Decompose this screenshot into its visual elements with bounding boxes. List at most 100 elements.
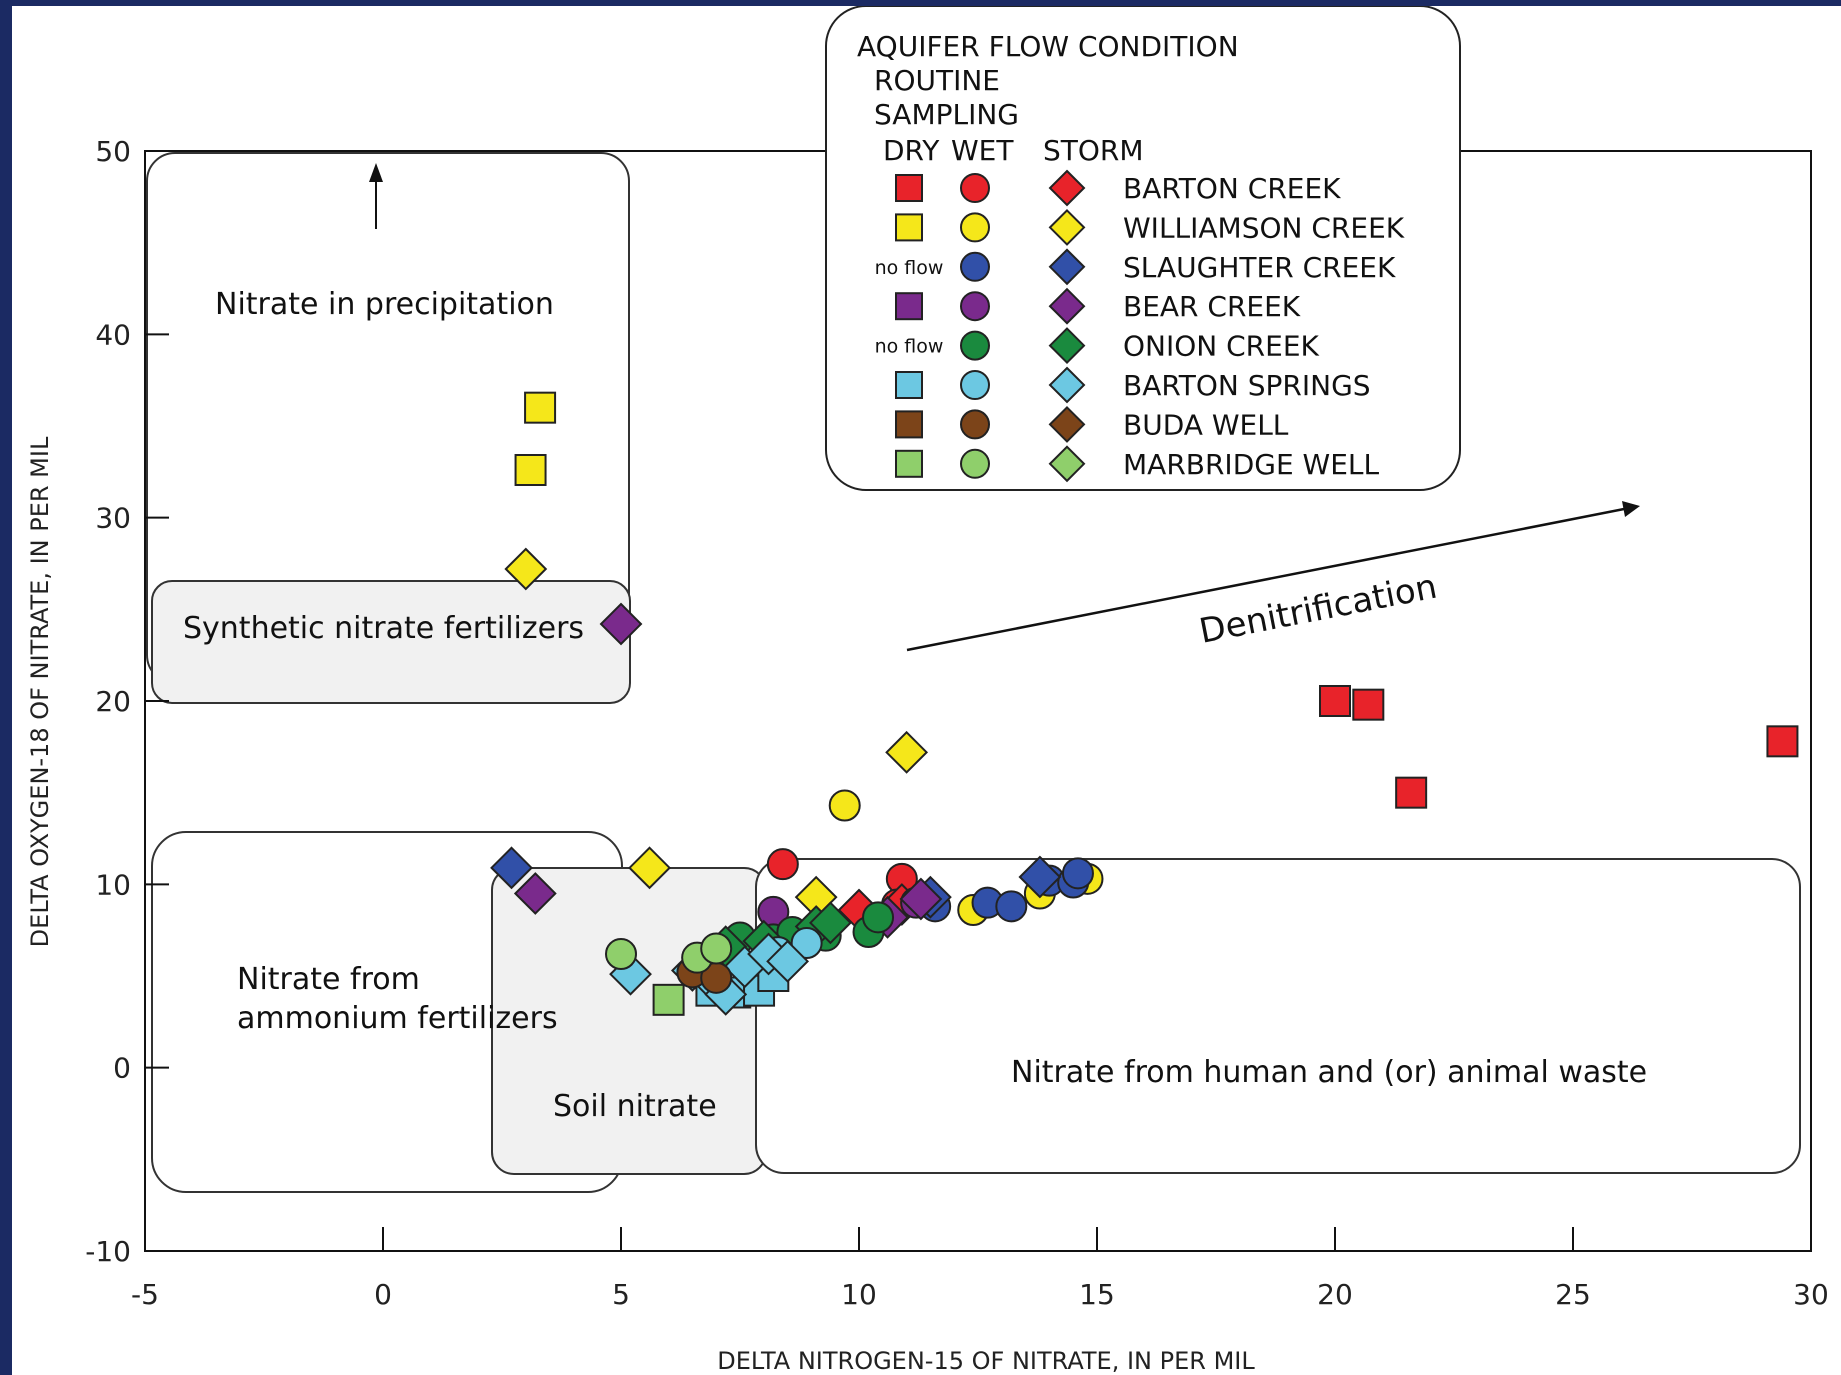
legend: AQUIFER FLOW CONDITION ROUTINE SAMPLING … (825, 6, 1461, 491)
legend-williamson-creek-label: WILLIAMSON CREEK (1123, 211, 1405, 244)
x-tick-label: 5 (612, 1278, 630, 1311)
legend-barton-creek-label: BARTON CREEK (1123, 172, 1341, 205)
bear-creek-storm-point (599, 602, 643, 646)
williamson-creek-storm-point (504, 547, 548, 591)
legend-bear-creek-dry (895, 292, 923, 321)
marbridge-well-wet-point (605, 938, 637, 970)
x-tick-label: 10 (841, 1278, 877, 1311)
legend-col-storm: STORM (1043, 134, 1144, 167)
legend-buda-well-storm (1048, 405, 1086, 443)
legend-marbridge-well-storm (1048, 445, 1086, 483)
region-synthetic (151, 580, 631, 704)
onion-creek-storm-point (809, 901, 852, 945)
legend-box (825, 6, 1461, 491)
legend-title: AQUIFER FLOW CONDITION (857, 30, 1239, 63)
y-tick-label: 0 (113, 1052, 131, 1085)
x-tick-label: 30 (1793, 1278, 1829, 1311)
precipitation-arrow-head (369, 163, 383, 182)
x-tick-label: -5 (131, 1278, 159, 1311)
denitrification-arrow (906, 507, 1625, 652)
legend-barton-creek-dry (895, 174, 923, 202)
legend-onion-creek-wet (960, 330, 990, 361)
slaughter-creek-wet-point (1061, 857, 1094, 890)
legend-routine: ROUTINE (874, 64, 1000, 97)
legend-marbridge-well-wet (960, 448, 990, 479)
legend-bear-creek-label: BEAR CREEK (1123, 290, 1301, 323)
legend-marbridge-well-dry (895, 449, 923, 478)
barton-creek-dry-point (1352, 688, 1385, 721)
y-tick-label: 30 (95, 502, 131, 535)
williamson-creek-storm-point (628, 846, 671, 890)
legend-no-flow: no flow (875, 257, 944, 279)
barton-creek-dry-point (1319, 685, 1351, 717)
williamson-creek-storm-point (885, 730, 929, 774)
y-tick-label: 10 (95, 868, 131, 901)
legend-buda-well-label: BUDA WELL (1123, 408, 1289, 441)
x-tick-label: 25 (1555, 1278, 1591, 1311)
onion-creek-wet-point (862, 901, 895, 934)
slaughter-creek-storm-point (1018, 855, 1062, 899)
barton-springs-storm-point (766, 939, 810, 983)
legend-barton-springs-label: BARTON SPRINGS (1123, 369, 1371, 402)
legend-barton-springs-dry (895, 371, 923, 399)
label-precipitation: Nitrate in precipitation (215, 287, 554, 322)
legend-slaughter-creek-label: SLAUGHTER CREEK (1123, 251, 1396, 284)
y-tick-label: 20 (95, 685, 131, 718)
y-tick-label: 40 (95, 318, 131, 351)
legend-bear-creek-storm (1048, 287, 1086, 325)
legend-rows: BARTON CREEK WILLIAMSON CREEK no flow SLAUG… (875, 169, 1405, 483)
y-tick-label: -10 (85, 1235, 131, 1268)
y-axis-label: DELTA OXYGEN-18 OF NITRATE, IN PER MIL (26, 436, 54, 947)
denitrification-arrow-head (1622, 501, 1640, 517)
bear-creek-storm-point (513, 872, 557, 915)
williamson-creek-dry-point (514, 454, 547, 486)
x-tick-label: 15 (1079, 1278, 1115, 1311)
legend-williamson-creek-dry (895, 213, 923, 242)
legend-williamson-creek-storm (1048, 208, 1086, 246)
x-axis: -5 0 5 10 15 20 25 30 (131, 1227, 1829, 1311)
label-synthetic: Synthetic nitrate fertilizers (183, 611, 584, 646)
williamson-creek-dry-point (524, 391, 557, 424)
legend-barton-creek-storm (1048, 169, 1086, 207)
barton-creek-wet-point (766, 848, 799, 881)
marbridge-well-dry-point (652, 983, 685, 1016)
barton-creek-dry-point (1395, 776, 1428, 809)
legend-marbridge-well-label: MARBRIDGE WELL (1123, 448, 1380, 481)
chart-canvas: Nitrate in precipitation Synthetic nitra… (12, 6, 1841, 1375)
y-tick-label: 50 (95, 135, 131, 168)
legend-barton-creek-wet (960, 173, 990, 203)
legend-slaughter-creek-storm (1048, 248, 1086, 286)
legend-barton-springs-wet (960, 370, 990, 400)
slaughter-creek-storm-point (490, 846, 533, 890)
legend-sampling: SAMPLING (874, 98, 1019, 131)
x-tick-label: 0 (374, 1278, 392, 1311)
x-axis-label: DELTA NITROGEN-15 OF NITRATE, IN PER MIL (717, 1347, 1255, 1375)
x-tick-label: 20 (1317, 1278, 1353, 1311)
marbridge-well-wet-point (700, 932, 733, 965)
y-axis: -10 0 10 20 30 40 50 (85, 135, 169, 1268)
scatter-chart: Nitrate in precipitation Synthetic nitra… (26, 6, 1829, 1375)
label-waste: Nitrate from human and (or) animal waste (1011, 1055, 1647, 1090)
data-points (490, 391, 1799, 1016)
barton-springs-wet-point (790, 927, 823, 959)
legend-buda-well-wet (960, 409, 990, 440)
label-soil: Soil nitrate (553, 1089, 717, 1124)
legend-williamson-creek-wet (960, 212, 990, 243)
legend-no-flow: no flow (875, 336, 944, 358)
label-ammonium-1: Nitrate from (237, 962, 420, 997)
label-denitrification: Denitrification (1196, 567, 1440, 652)
williamson-creek-wet-point (828, 789, 861, 822)
region-waste (755, 858, 1801, 1174)
barton-creek-dry-point (1766, 725, 1799, 758)
legend-bear-creek-wet (960, 291, 990, 322)
slaughter-creek-wet-point (995, 890, 1028, 923)
legend-barton-springs-storm (1048, 366, 1086, 404)
bear-creek-storm-point (899, 877, 943, 921)
legend-onion-creek-storm (1048, 327, 1086, 365)
label-ammonium-2: ammonium fertilizers (237, 1001, 558, 1036)
legend-slaughter-creek-wet (960, 251, 990, 282)
legend-col-wet: WET (951, 134, 1014, 167)
legend-onion-creek-label: ONION CREEK (1123, 330, 1320, 363)
legend-buda-well-dry (895, 410, 923, 439)
legend-col-dry: DRY (883, 134, 940, 167)
